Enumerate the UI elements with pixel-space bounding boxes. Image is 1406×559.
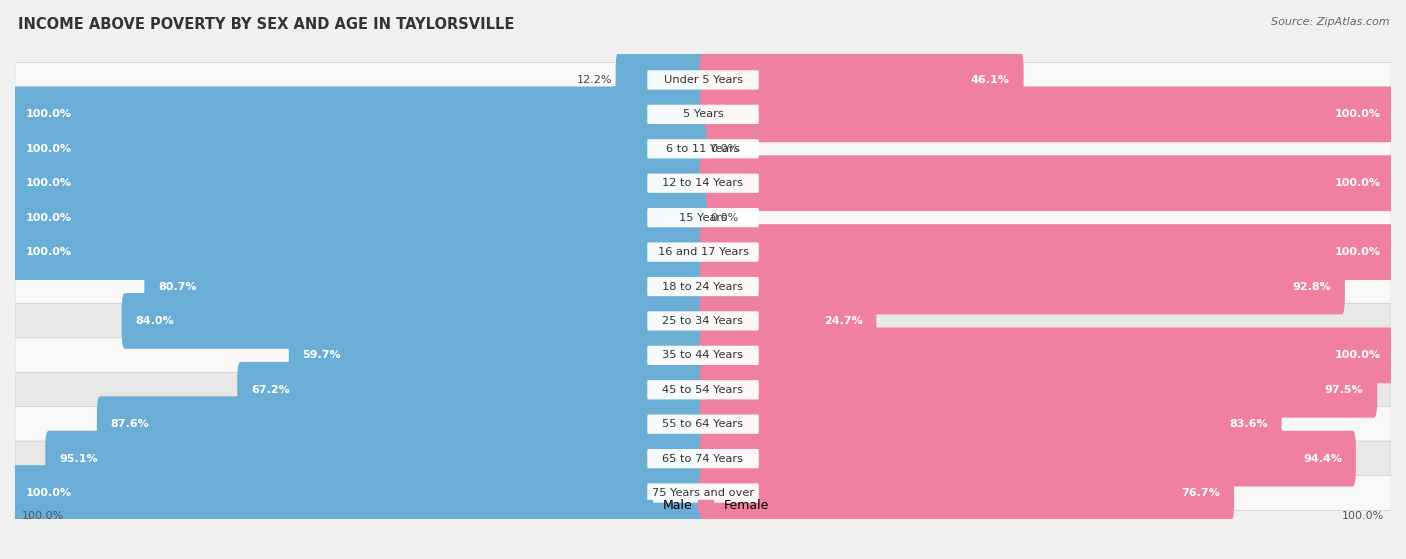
Text: 16 and 17 Years: 16 and 17 Years [658, 247, 748, 257]
Text: 75 Years and over: 75 Years and over [652, 488, 754, 498]
Text: 24.7%: 24.7% [824, 316, 863, 326]
Text: 45 to 54 Years: 45 to 54 Years [662, 385, 744, 395]
FancyBboxPatch shape [11, 155, 706, 211]
Text: 18 to 24 Years: 18 to 24 Years [662, 282, 744, 291]
Text: 100.0%: 100.0% [22, 511, 65, 522]
FancyBboxPatch shape [700, 431, 1355, 486]
Text: 65 to 74 Years: 65 to 74 Years [662, 453, 744, 463]
FancyBboxPatch shape [700, 293, 876, 349]
FancyBboxPatch shape [700, 87, 1395, 142]
FancyBboxPatch shape [15, 63, 1391, 97]
Legend: Male, Female: Male, Female [633, 494, 773, 517]
Text: 6 to 11 Years: 6 to 11 Years [666, 144, 740, 154]
Text: 15 Years: 15 Years [679, 212, 727, 222]
FancyBboxPatch shape [11, 121, 706, 177]
Text: INCOME ABOVE POVERTY BY SEX AND AGE IN TAYLORSVILLE: INCOME ABOVE POVERTY BY SEX AND AGE IN T… [18, 17, 515, 32]
Text: 100.0%: 100.0% [25, 110, 72, 120]
FancyBboxPatch shape [647, 484, 759, 503]
Text: 46.1%: 46.1% [972, 75, 1010, 85]
FancyBboxPatch shape [647, 277, 759, 296]
Text: 84.0%: 84.0% [135, 316, 174, 326]
FancyBboxPatch shape [15, 235, 1391, 269]
FancyBboxPatch shape [647, 139, 759, 158]
FancyBboxPatch shape [700, 465, 1234, 521]
Text: 100.0%: 100.0% [25, 247, 72, 257]
FancyBboxPatch shape [647, 345, 759, 365]
Text: 76.7%: 76.7% [1181, 488, 1220, 498]
FancyBboxPatch shape [616, 52, 706, 108]
Text: 100.0%: 100.0% [1334, 178, 1381, 188]
FancyBboxPatch shape [15, 406, 1391, 442]
FancyBboxPatch shape [15, 338, 1391, 373]
FancyBboxPatch shape [11, 87, 706, 142]
FancyBboxPatch shape [647, 70, 759, 89]
Text: 35 to 44 Years: 35 to 44 Years [662, 350, 744, 361]
FancyBboxPatch shape [11, 224, 706, 280]
FancyBboxPatch shape [15, 304, 1391, 339]
FancyBboxPatch shape [145, 259, 706, 314]
Text: 59.7%: 59.7% [302, 350, 342, 361]
Text: 12.2%: 12.2% [576, 75, 612, 85]
FancyBboxPatch shape [288, 328, 706, 383]
Text: Source: ZipAtlas.com: Source: ZipAtlas.com [1271, 17, 1389, 27]
FancyBboxPatch shape [97, 396, 706, 452]
Text: 80.7%: 80.7% [157, 282, 197, 291]
Text: 94.4%: 94.4% [1303, 453, 1343, 463]
FancyBboxPatch shape [15, 200, 1391, 235]
FancyBboxPatch shape [15, 441, 1391, 476]
FancyBboxPatch shape [700, 362, 1378, 418]
FancyBboxPatch shape [15, 476, 1391, 510]
FancyBboxPatch shape [647, 174, 759, 193]
FancyBboxPatch shape [700, 328, 1395, 383]
Text: Under 5 Years: Under 5 Years [664, 75, 742, 85]
Text: 100.0%: 100.0% [1334, 247, 1381, 257]
FancyBboxPatch shape [647, 243, 759, 262]
Text: 95.1%: 95.1% [59, 453, 97, 463]
FancyBboxPatch shape [700, 259, 1346, 314]
FancyBboxPatch shape [15, 131, 1391, 167]
FancyBboxPatch shape [647, 105, 759, 124]
Text: 5 Years: 5 Years [683, 110, 723, 120]
FancyBboxPatch shape [647, 415, 759, 434]
Text: 92.8%: 92.8% [1292, 282, 1331, 291]
FancyBboxPatch shape [647, 380, 759, 400]
Text: 100.0%: 100.0% [25, 212, 72, 222]
Text: 67.2%: 67.2% [252, 385, 290, 395]
FancyBboxPatch shape [647, 311, 759, 330]
Text: 100.0%: 100.0% [1334, 110, 1381, 120]
FancyBboxPatch shape [11, 465, 706, 521]
FancyBboxPatch shape [700, 396, 1282, 452]
FancyBboxPatch shape [15, 165, 1391, 201]
FancyBboxPatch shape [647, 208, 759, 228]
FancyBboxPatch shape [15, 269, 1391, 304]
Text: 97.5%: 97.5% [1324, 385, 1364, 395]
Text: 100.0%: 100.0% [25, 144, 72, 154]
Text: 100.0%: 100.0% [1341, 511, 1384, 522]
Text: 0.0%: 0.0% [710, 212, 738, 222]
FancyBboxPatch shape [700, 224, 1395, 280]
FancyBboxPatch shape [647, 449, 759, 468]
Text: 55 to 64 Years: 55 to 64 Years [662, 419, 744, 429]
Text: 0.0%: 0.0% [710, 144, 738, 154]
FancyBboxPatch shape [11, 190, 706, 245]
Text: 100.0%: 100.0% [1334, 350, 1381, 361]
Text: 12 to 14 Years: 12 to 14 Years [662, 178, 744, 188]
Text: 25 to 34 Years: 25 to 34 Years [662, 316, 744, 326]
FancyBboxPatch shape [15, 372, 1391, 408]
FancyBboxPatch shape [122, 293, 706, 349]
Text: 100.0%: 100.0% [25, 178, 72, 188]
FancyBboxPatch shape [700, 52, 1024, 108]
Text: 100.0%: 100.0% [25, 488, 72, 498]
Text: 83.6%: 83.6% [1229, 419, 1268, 429]
FancyBboxPatch shape [700, 155, 1395, 211]
Text: 87.6%: 87.6% [111, 419, 149, 429]
FancyBboxPatch shape [238, 362, 706, 418]
FancyBboxPatch shape [45, 431, 706, 486]
FancyBboxPatch shape [15, 97, 1391, 132]
